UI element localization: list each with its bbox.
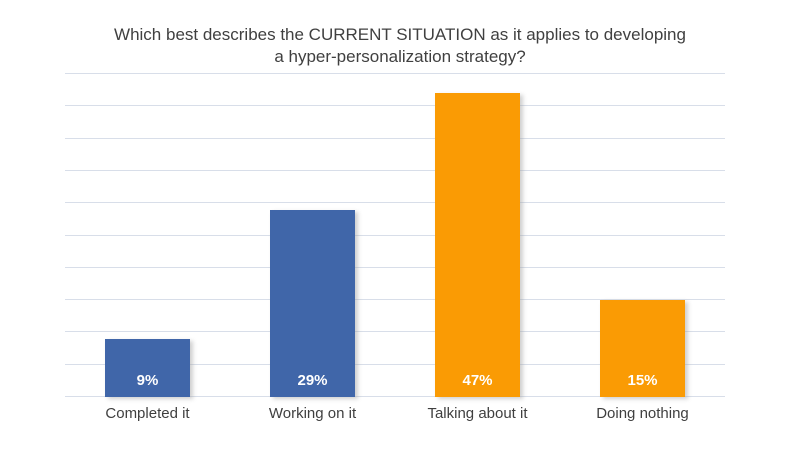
gridline — [65, 363, 725, 365]
bar-doing-nothing: 15% — [600, 300, 685, 397]
category-label-talking-about-it: Talking about it — [427, 405, 528, 422]
gridline — [65, 202, 725, 204]
category-label-completed-it: Completed it — [105, 405, 190, 422]
category-label-working-on-it: Working on it — [268, 405, 357, 422]
gridline — [65, 137, 725, 139]
gridline — [65, 169, 725, 171]
gridline — [65, 299, 725, 301]
bar-working-on-it: 29% — [270, 209, 355, 397]
chart-title: Which best describes the CURRENT SITUATI… — [114, 25, 686, 66]
bar-value-label: 9% — [136, 372, 159, 389]
plot-area: 9% 29% 47% 15% — [65, 73, 725, 397]
bar-talking-about-it: 47% — [435, 93, 520, 397]
gridline — [65, 331, 725, 333]
bar-completed-it: 9% — [105, 338, 190, 397]
gridline — [65, 396, 725, 397]
category-axis: Completed it Working on it Talking about i… — [65, 405, 725, 422]
bar-value-label: 47% — [462, 372, 493, 389]
gridline — [65, 266, 725, 268]
gridline — [65, 105, 725, 107]
bar-value-label: 15% — [627, 372, 658, 389]
category-label-doing-nothing: Doing nothing — [596, 405, 689, 422]
gridline — [65, 73, 725, 74]
gridline — [65, 234, 725, 236]
bar-value-label: 29% — [297, 372, 328, 389]
